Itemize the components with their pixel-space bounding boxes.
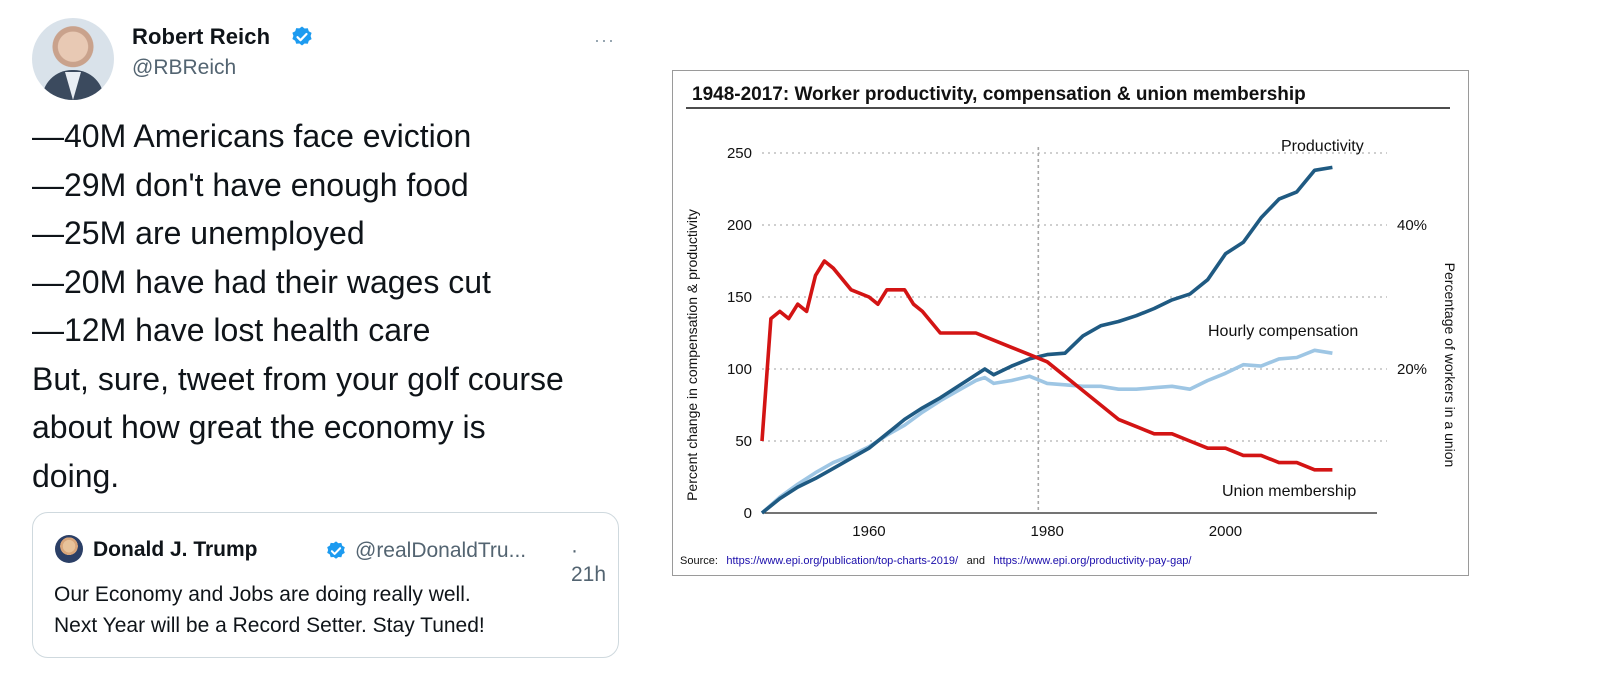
series-label-union-membership: Union membership <box>1222 483 1356 500</box>
series-line-union-membership <box>760 259 1333 472</box>
x-tick-label: 1980 <box>1031 523 1064 540</box>
quoted-tweet-text: Our Economy and Jobs are doing really we… <box>54 579 485 641</box>
tweet-line: —20M have had their wages cut <box>32 263 491 300</box>
x-tick-label: 2000 <box>1209 523 1242 540</box>
author-name[interactable]: Robert Reich <box>132 24 271 49</box>
series-label-productivity: Productivity <box>1281 138 1364 155</box>
tweet-line: —40M Americans face eviction <box>32 118 472 154</box>
more-options-icon[interactable]: ··· <box>594 30 615 50</box>
grid-lines <box>762 152 1387 442</box>
series-lines <box>760 165 1333 515</box>
x-tick-label: 1960 <box>852 523 885 540</box>
x-axis-ticks: 1960 1980 2000 <box>852 523 1242 540</box>
tweet-line: doing. <box>32 457 120 494</box>
y-tick-label: 50 <box>735 433 752 450</box>
tweet-text: —40M Americans face eviction —29M don't … <box>32 112 622 500</box>
tweet-line: —12M have lost health care <box>32 312 431 348</box>
chart-title: 1948-2017: Worker productivity, compensa… <box>692 84 1306 105</box>
tweet-card: Robert Reich @RBReich ··· —40M Americans… <box>0 0 640 683</box>
tweet-line: about how great the economy is <box>32 409 486 445</box>
right-axis-label: Percentage of workers in a union <box>1442 263 1458 468</box>
quoted-line: Our Economy and Jobs are doing really we… <box>54 583 471 606</box>
tweet-line: —29M don't have enough food <box>32 166 469 203</box>
source-prefix: Source: <box>680 555 718 567</box>
source-link-top-charts[interactable]: https://www.epi.org/publication/top-char… <box>726 555 959 567</box>
y-tick-label: 250 <box>727 145 752 162</box>
y-tick-label: 200 <box>727 217 752 234</box>
y-tick-label: 0 <box>744 505 752 522</box>
chart-frame <box>672 70 1469 576</box>
quoted-author-name[interactable]: Donald J. Trump <box>93 538 258 561</box>
series-line-hourly-compensation <box>760 348 1333 515</box>
quoted-verified-badge-icon <box>327 541 345 559</box>
tweet-line: —25M are unemployed <box>32 215 365 251</box>
source-and: and <box>967 555 985 567</box>
right-tick-label: 40% <box>1397 217 1427 234</box>
verified-badge-icon <box>292 26 312 46</box>
y-tick-label: 150 <box>727 289 752 306</box>
quoted-author-avatar[interactable] <box>55 535 83 563</box>
y-axis-label: Percent change in compensation & product… <box>684 209 700 501</box>
author-handle[interactable]: @RBReich <box>132 56 237 79</box>
tweet-line: But, sure, tweet from your golf course <box>32 360 564 397</box>
productivity-chart: 1948-2017: Worker productivity, compensa… <box>680 84 1458 568</box>
quoted-author-handle[interactable]: @realDonaldTru... <box>355 539 527 562</box>
right-tick-label: 20% <box>1397 361 1427 378</box>
author-avatar[interactable] <box>32 18 114 100</box>
right-axis-ticks: 20% 40% <box>1397 217 1427 378</box>
series-line-productivity <box>760 165 1333 515</box>
series-label-hourly-compensation: Hourly compensation <box>1208 323 1358 340</box>
quoted-tweet[interactable]: Donald J. Trump @realDonaldTru... · 21h … <box>32 512 619 658</box>
y-tick-label: 100 <box>727 361 752 378</box>
y-axis-ticks: 0 50 100 150 200 250 <box>727 145 752 522</box>
quoted-timestamp[interactable]: · 21h <box>571 539 607 586</box>
source-link-pay-gap[interactable]: https://www.epi.org/productivity-pay-gap… <box>993 555 1192 567</box>
quoted-line: Next Year will be a Record Setter. Stay … <box>54 614 485 637</box>
chart-source: Source: https://www.epi.org/publication/… <box>680 551 1192 568</box>
